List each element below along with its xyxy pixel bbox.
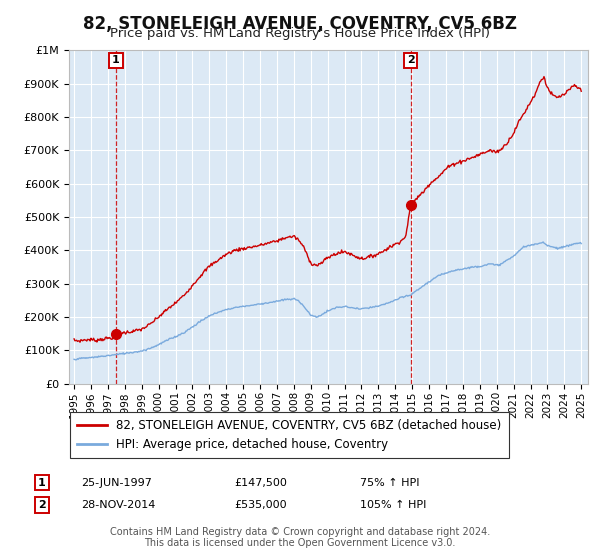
Text: 82, STONELEIGH AVENUE, COVENTRY, CV5 6BZ: 82, STONELEIGH AVENUE, COVENTRY, CV5 6BZ	[83, 15, 517, 32]
Text: £535,000: £535,000	[234, 500, 287, 510]
Text: 75% ↑ HPI: 75% ↑ HPI	[360, 478, 419, 488]
Text: This data is licensed under the Open Government Licence v3.0.: This data is licensed under the Open Gov…	[145, 538, 455, 548]
Text: 105% ↑ HPI: 105% ↑ HPI	[360, 500, 427, 510]
Text: 1: 1	[112, 55, 120, 66]
Text: £147,500: £147,500	[234, 478, 287, 488]
Text: 28-NOV-2014: 28-NOV-2014	[81, 500, 155, 510]
Legend: 82, STONELEIGH AVENUE, COVENTRY, CV5 6BZ (detached house), HPI: Average price, d: 82, STONELEIGH AVENUE, COVENTRY, CV5 6BZ…	[70, 412, 509, 459]
Text: 1: 1	[38, 478, 46, 488]
Text: Price paid vs. HM Land Registry's House Price Index (HPI): Price paid vs. HM Land Registry's House …	[110, 27, 490, 40]
Text: Contains HM Land Registry data © Crown copyright and database right 2024.: Contains HM Land Registry data © Crown c…	[110, 527, 490, 537]
Text: 2: 2	[407, 55, 415, 66]
Text: 2: 2	[38, 500, 46, 510]
Text: 25-JUN-1997: 25-JUN-1997	[81, 478, 152, 488]
